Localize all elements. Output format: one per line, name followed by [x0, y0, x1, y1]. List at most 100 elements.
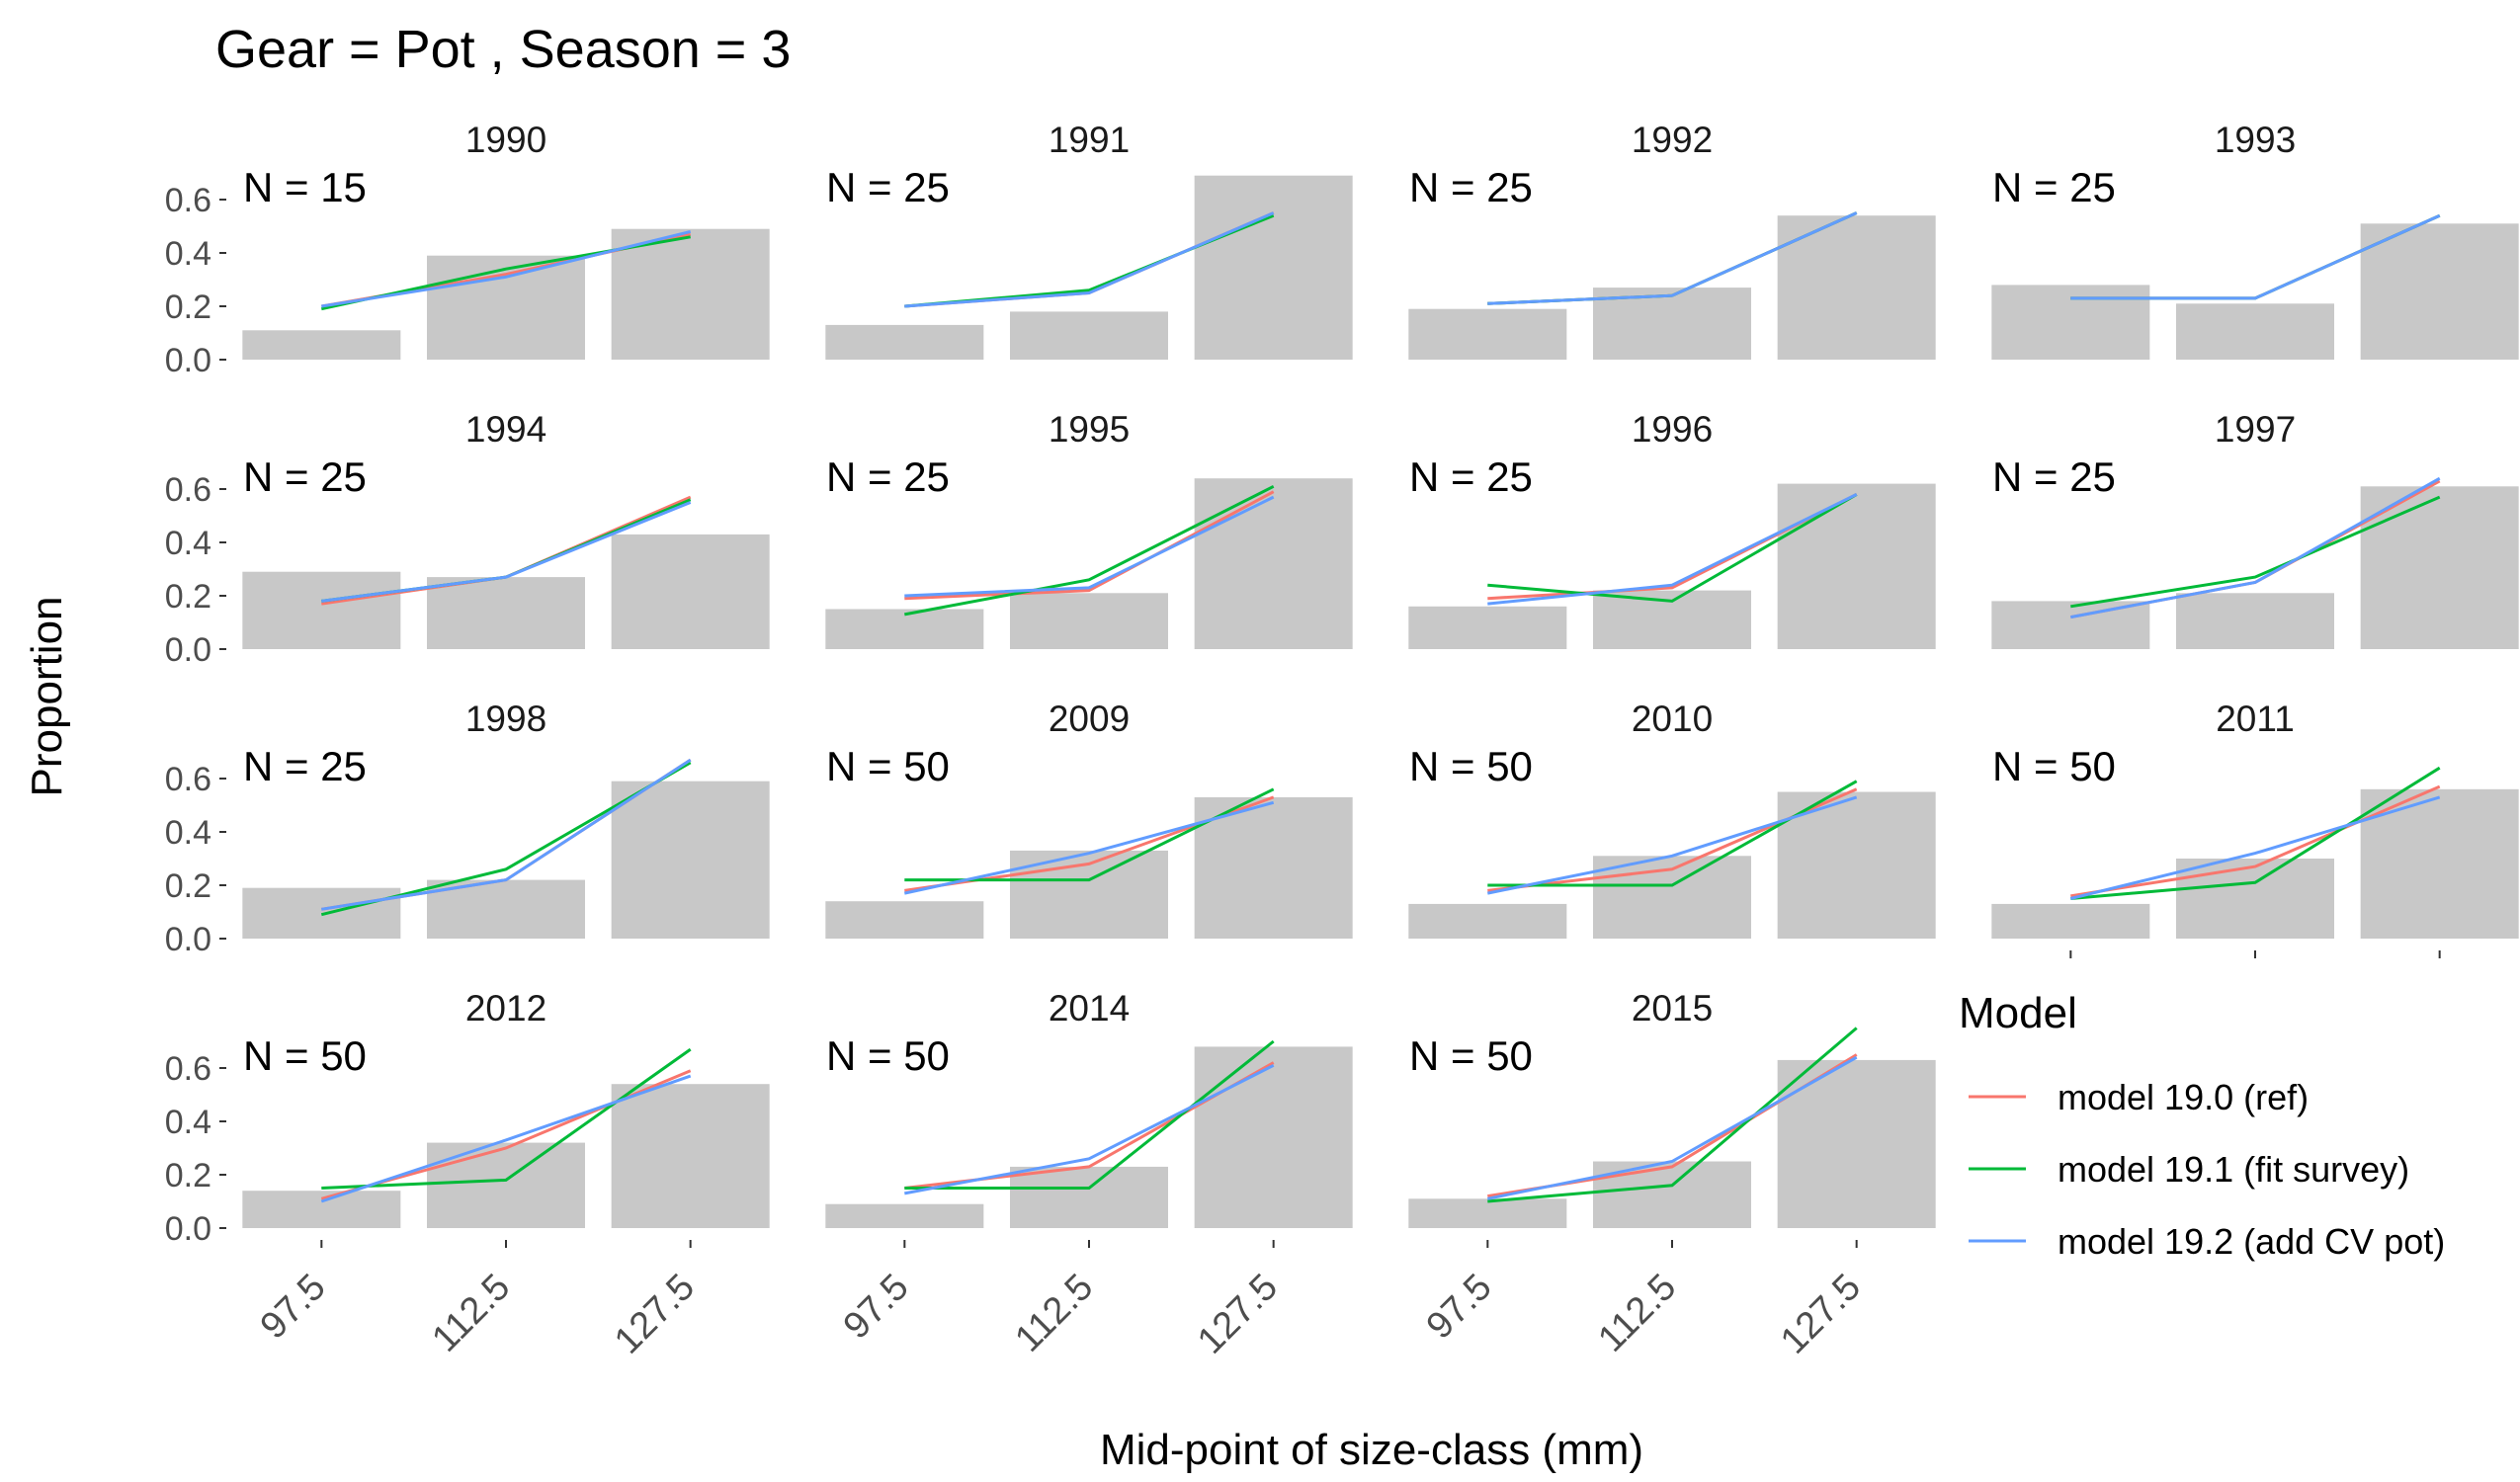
panel-strip-title: 2012 [465, 988, 546, 1029]
series-line [1487, 795, 1858, 895]
observed-bar [1991, 903, 2150, 939]
panel-1992: 1992 N = 25 [1408, 120, 1936, 360]
sample-size-label: N = 50 [243, 1032, 367, 1079]
observed-bar [242, 1191, 401, 1228]
panel-strip-title: 1994 [465, 409, 546, 450]
observed-bar [1408, 1198, 1567, 1228]
observed-bar [1991, 601, 2150, 649]
panel-1997: 1997 N = 25 [1991, 409, 2519, 649]
panel-2014: 2014 N = 50 97.5 112.5 127.5 [825, 988, 1353, 1362]
panel-2012: 2012 N = 50 0.0 0.2 0.4 0.6 97.5 112.5 127.5 [165, 988, 770, 1362]
panel-1993: 1993 N = 25 [1991, 120, 2519, 360]
series-line [320, 1074, 692, 1203]
series-line [1487, 493, 1858, 603]
sample-size-label: N = 50 [826, 1032, 950, 1079]
series-line [1487, 493, 1858, 606]
y-tick-label: 0.2 [165, 288, 211, 326]
observed-bar [2176, 859, 2334, 939]
legend-entry: model 19.0 (ref) [1969, 1077, 2309, 1117]
y-tick-label: 0.4 [165, 235, 211, 273]
legend-entry: model 19.1 (fit survey) [1969, 1149, 2409, 1190]
observed-bar [427, 255, 585, 360]
series-line [904, 211, 1275, 308]
observed-bar [1777, 1059, 1936, 1228]
panel-1998: 1998 N = 25 0.0 0.2 0.4 0.6 [165, 699, 770, 958]
panel-strip-title: 1993 [2215, 120, 2296, 160]
panel-1996: 1996 N = 25 [1408, 409, 1936, 649]
sample-size-label: N = 25 [1409, 453, 1533, 500]
observed-bar [611, 1084, 770, 1228]
observed-bar [2176, 303, 2334, 360]
observed-bar [1010, 311, 1168, 360]
panel-2009: 2009 N = 50 [825, 699, 1353, 939]
legend: Model model 19.0 (ref) model 19.1 (fit su… [1959, 989, 2445, 1262]
sample-size-label: N = 50 [1409, 1032, 1533, 1079]
observed-bar [1408, 903, 1567, 939]
panel-strip-title: 1998 [465, 699, 546, 739]
sample-size-label: N = 25 [243, 453, 367, 500]
panel-strip-title: 1990 [465, 120, 546, 160]
observed-bar [242, 571, 401, 649]
x-tick-label: 112.5 [424, 1267, 518, 1360]
panel-strip-title: 2015 [1632, 988, 1713, 1029]
x-tick-label: 127.5 [1190, 1267, 1286, 1362]
observed-bar [1010, 593, 1168, 649]
panel-strip-title: 1995 [1049, 409, 1130, 450]
observed-bar [1010, 1166, 1168, 1228]
y-tick-label: 0.0 [165, 342, 211, 379]
y-tick-label: 0.0 [165, 1210, 211, 1248]
x-tick-label: 127.5 [1773, 1267, 1869, 1362]
observed-bar [1777, 215, 1936, 360]
sample-size-label: N = 50 [1992, 743, 2116, 789]
series-line [904, 1063, 1275, 1195]
series-line [2070, 476, 2441, 619]
x-tick-label: 127.5 [607, 1267, 703, 1362]
y-tick-label: 0.6 [165, 1050, 211, 1088]
sample-size-label: N = 25 [826, 164, 950, 210]
y-tick-label: 0.0 [165, 921, 211, 958]
x-tick-label: 112.5 [1590, 1267, 1684, 1360]
observed-bar [825, 1203, 984, 1228]
sample-size-label: N = 25 [1409, 164, 1533, 210]
series-line [904, 490, 1275, 601]
observed-bar [611, 781, 770, 939]
x-tick-label: 112.5 [1007, 1267, 1101, 1360]
observed-bar [825, 901, 984, 939]
series-line [2070, 766, 2441, 900]
observed-bar [1777, 791, 1936, 939]
panel-strip-title: 1991 [1049, 120, 1130, 160]
panel-strip-title: 2010 [1632, 699, 1713, 739]
observed-bar [1194, 478, 1353, 649]
series-line [2070, 213, 2441, 300]
series-line [1487, 1027, 1858, 1203]
series-line [904, 484, 1275, 617]
y-tick-label: 0.2 [165, 867, 211, 905]
y-tick-label: 0.4 [165, 1104, 211, 1141]
observed-bar [1194, 175, 1353, 360]
y-tick-label: 0.6 [165, 761, 211, 798]
sample-size-label: N = 50 [826, 743, 950, 789]
panel-2015: 2015 N = 50 97.5 112.5 127.5 [1408, 988, 1936, 1362]
series-line [321, 1047, 692, 1190]
observed-bar [1194, 796, 1353, 939]
observed-bar [611, 534, 770, 649]
observed-bar [1991, 285, 2150, 360]
y-axis-label: Proportion [23, 596, 71, 796]
observed-bar [1408, 308, 1567, 360]
panel-strip-title: 1992 [1632, 120, 1713, 160]
observed-bar [2176, 593, 2334, 649]
legend-title: Model [1959, 989, 2077, 1037]
series-line [1487, 211, 1858, 305]
x-axis-label: Mid-point of size-class (mm) [1100, 1426, 1643, 1474]
observed-bar [825, 324, 984, 360]
x-tick-label: 97.5 [1419, 1267, 1500, 1348]
sample-size-label: N = 25 [243, 743, 367, 789]
observed-bar [427, 577, 585, 649]
legend-label: model 19.1 (fit survey) [2058, 1149, 2409, 1190]
observed-bar [1593, 590, 1751, 649]
observed-bar [427, 1142, 585, 1228]
legend-label: model 19.2 (add CV pot) [2058, 1221, 2445, 1262]
panel-strip-title: 1996 [1632, 409, 1713, 450]
legend-entry: model 19.2 (add CV pot) [1969, 1221, 2445, 1262]
